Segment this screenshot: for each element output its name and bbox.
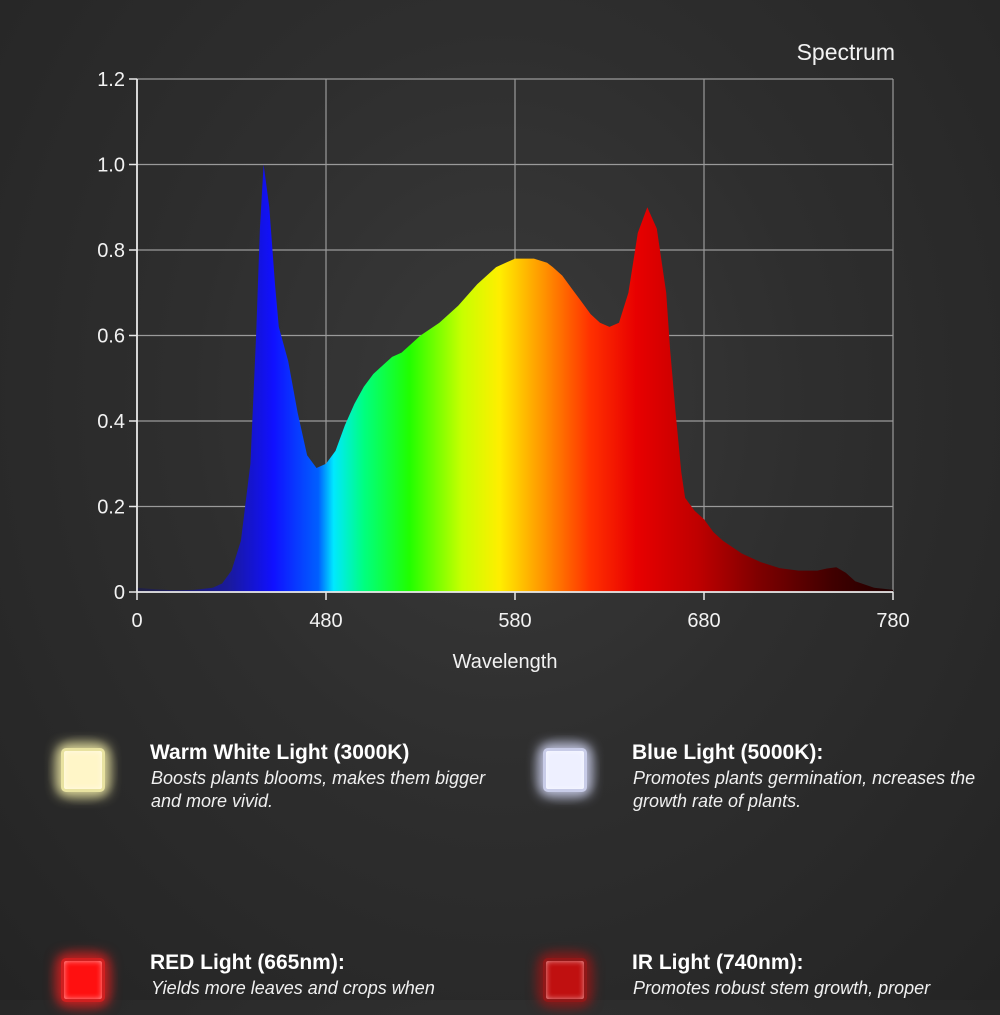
feature-description: Promotes plants germination, ncreases th… xyxy=(633,768,976,811)
y-tick-label: 1.0 xyxy=(97,155,125,177)
x-tick-label: 580 xyxy=(498,610,531,632)
y-axis-ticks: 0 0.2 0.4 0.6 0.8 1.0 1.2 xyxy=(97,69,137,604)
y-tick-label: 0.4 xyxy=(97,411,125,433)
spectrum-chart: Spectrum 0 0.2 0.4 0.6 0.8 1.0 1.2 0 480 580 680 7… xyxy=(97,39,910,673)
feature-description: Yields more leaves and crops when xyxy=(151,978,435,998)
y-tick-label: 0 xyxy=(114,582,125,604)
feature-title: RED Light (665nm): xyxy=(150,951,345,974)
x-axis-ticks: 0 480 580 680 780 xyxy=(131,592,910,632)
feature-description: Boosts plants blooms, makes them bigger … xyxy=(151,768,486,811)
y-tick-label: 0.6 xyxy=(97,326,125,348)
feature-title: Blue Light (5000K): xyxy=(632,741,824,764)
x-tick-label: 480 xyxy=(309,610,342,632)
chart-title: Spectrum xyxy=(797,39,895,65)
led-chip-icon xyxy=(530,945,600,1015)
y-tick-label: 1.2 xyxy=(97,69,125,91)
y-tick-label: 0.2 xyxy=(97,497,125,519)
x-tick-label: 680 xyxy=(687,610,720,632)
y-tick-label: 0.8 xyxy=(97,240,125,262)
led-chip-icon xyxy=(48,735,118,805)
feature-title: IR Light (740nm): xyxy=(632,951,804,974)
led-chip-icon xyxy=(48,945,118,1015)
x-tick-label: 0 xyxy=(131,610,142,632)
x-axis-label: Wavelength xyxy=(453,651,558,673)
feature-description: Promotes robust stem growth, proper xyxy=(633,978,931,998)
feature-title: Warm White Light (3000K) xyxy=(150,741,410,764)
led-chip-icon xyxy=(530,735,600,805)
spectrum-area xyxy=(137,164,893,592)
x-tick-label: 780 xyxy=(876,610,909,632)
